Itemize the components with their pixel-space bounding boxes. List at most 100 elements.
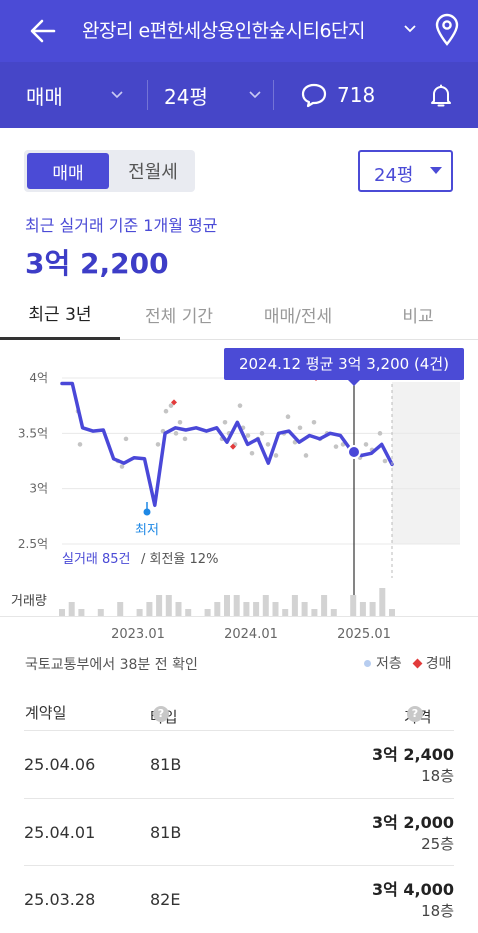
trade-toggle: 매매 전월세 bbox=[24, 150, 195, 192]
trade-dot bbox=[273, 453, 279, 458]
tooltip-box bbox=[224, 348, 464, 380]
trade-dot bbox=[168, 403, 174, 408]
row-price: 3억 4,000 bbox=[371, 880, 454, 899]
tab-buy-rent[interactable]: 매매/전세 bbox=[263, 306, 333, 327]
turnover-rate: / 회전율 12% bbox=[141, 552, 218, 567]
chevron-down-icon[interactable] bbox=[402, 20, 418, 36]
volume-bar bbox=[350, 595, 357, 616]
trade-dot bbox=[237, 403, 243, 408]
tab-all-period[interactable]: 전체 기간 bbox=[145, 306, 213, 327]
trade-dot bbox=[311, 419, 317, 425]
auction-dot bbox=[171, 399, 177, 406]
row-type: 81B bbox=[150, 755, 182, 774]
chevron-down-icon[interactable] bbox=[110, 89, 124, 101]
volume-bar bbox=[136, 609, 143, 616]
x-tick: 2024.01 bbox=[224, 627, 278, 642]
trade-type-label: 매매 bbox=[26, 84, 63, 109]
row-date: 25.03.28 bbox=[24, 890, 96, 909]
trade-dot bbox=[77, 442, 83, 447]
volume-bar bbox=[204, 609, 211, 616]
trade-dot bbox=[297, 425, 303, 431]
table-row[interactable]: 25.03.28 82E 3억 4,000 18층 bbox=[24, 865, 454, 933]
row-floor: 18층 bbox=[421, 767, 454, 785]
volume-bar bbox=[311, 609, 318, 616]
volume-bar bbox=[253, 602, 260, 616]
price-line bbox=[60, 381, 394, 508]
auction-dot bbox=[230, 443, 236, 450]
trade-dot bbox=[245, 433, 251, 438]
y-tick: 3억 bbox=[29, 482, 48, 496]
size-dropdown[interactable]: 24평 bbox=[164, 62, 208, 128]
trade-dot bbox=[123, 436, 129, 442]
divider bbox=[273, 80, 274, 110]
x-tick: 2025.01 bbox=[337, 627, 391, 642]
future-area bbox=[392, 382, 460, 544]
volume-bar bbox=[291, 595, 298, 616]
trade-type-dropdown[interactable]: 매매 bbox=[26, 62, 63, 128]
volume-bar bbox=[156, 595, 163, 616]
chevron-down-icon[interactable] bbox=[248, 89, 262, 101]
toggle-buy[interactable]: 매매 bbox=[27, 153, 109, 189]
table-row[interactable]: 25.04.01 81B 3억 2,000 25층 bbox=[24, 798, 454, 866]
x-axis: 2023.01 2024.01 2025.01 bbox=[111, 627, 391, 642]
trade-dot bbox=[173, 431, 179, 436]
volume-bar bbox=[165, 595, 172, 616]
toggle-rent[interactable]: 전월세 bbox=[128, 162, 178, 183]
row-floor: 18층 bbox=[421, 902, 454, 920]
table-header: 계약일 타입? 가격? bbox=[0, 698, 478, 730]
trade-count: 실거래 85건 bbox=[62, 552, 131, 567]
volume-bar bbox=[321, 595, 328, 616]
map-pin-icon[interactable] bbox=[432, 13, 462, 47]
trade-dot bbox=[363, 442, 369, 447]
volume-bar bbox=[185, 609, 192, 616]
comment-icon[interactable] bbox=[300, 82, 328, 108]
volume-bar bbox=[117, 602, 124, 616]
help-icon[interactable]: ? bbox=[153, 706, 169, 722]
row-date: 25.04.01 bbox=[24, 823, 96, 842]
top-bar: 완장리 e편한세상용인한숲시티6단지 bbox=[0, 0, 478, 62]
bell-icon[interactable] bbox=[428, 83, 454, 109]
volume-bar bbox=[146, 602, 153, 616]
table-row[interactable]: 25.04.06 81B 3억 2,400 18층 bbox=[24, 730, 454, 798]
row-type: 81B bbox=[150, 823, 182, 842]
tooltip-arrow bbox=[348, 380, 360, 386]
volume-label: 거래량 bbox=[11, 594, 47, 609]
auction-diamond-icon bbox=[412, 658, 423, 668]
trade-dot bbox=[259, 431, 265, 436]
trade-dot bbox=[182, 436, 188, 442]
chart-legend: 저층 경매 bbox=[364, 653, 452, 673]
trade-dot bbox=[285, 414, 291, 420]
comment-count[interactable]: 718 bbox=[337, 62, 375, 128]
volume-bar bbox=[233, 595, 240, 616]
min-marker-dot bbox=[143, 508, 151, 516]
volume-bar bbox=[59, 609, 65, 616]
back-arrow-icon[interactable] bbox=[26, 14, 60, 48]
row-date: 25.04.06 bbox=[24, 755, 96, 774]
volume-bar bbox=[379, 588, 386, 616]
volume-bar bbox=[243, 602, 250, 616]
cursor-point bbox=[347, 445, 361, 459]
trade-dot bbox=[265, 442, 271, 447]
tooltip-text: 2024.12 평균 3억 3,200 (4건) bbox=[239, 355, 449, 373]
volume-bar bbox=[359, 602, 366, 616]
row-price: 3억 2,000 bbox=[371, 813, 454, 832]
volume-bar bbox=[175, 602, 182, 616]
tab-recent-3y[interactable]: 최근 3년 bbox=[0, 288, 120, 340]
help-icon[interactable]: ? bbox=[407, 706, 423, 722]
size-select-label: 24평 bbox=[374, 165, 414, 186]
volume-bar bbox=[68, 602, 75, 616]
complex-title[interactable]: 완장리 e편한세상용인한숲시티6단지 bbox=[82, 20, 366, 42]
volume-bar bbox=[301, 602, 308, 616]
row-price: 3억 2,400 bbox=[371, 745, 454, 764]
divider bbox=[0, 616, 478, 617]
trade-dot bbox=[303, 453, 309, 458]
min-label: 최저 bbox=[135, 523, 159, 538]
volume-bar bbox=[214, 602, 221, 616]
divider bbox=[147, 80, 148, 110]
trade-dot bbox=[377, 431, 383, 436]
volume-bar bbox=[282, 609, 289, 616]
tab-compare[interactable]: 비교 bbox=[402, 306, 434, 327]
size-select[interactable]: 24평 bbox=[358, 150, 453, 192]
y-tick: 3.5억 bbox=[18, 426, 48, 440]
price-chart[interactable]: 2024.12 평균 3억 3,200 (4건) 최저 실거래 85건 / 회전… bbox=[0, 340, 478, 616]
